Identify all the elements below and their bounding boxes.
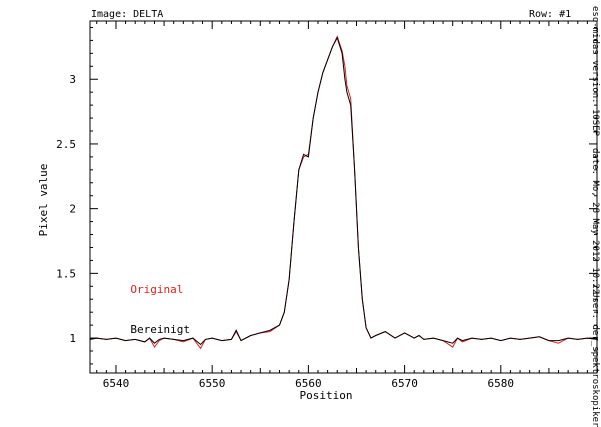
y-tick-label: 2.5 [56, 138, 76, 151]
plot-frame [89, 20, 598, 374]
x-tick-label: 6540 [103, 377, 130, 390]
x-tick-label: 6580 [488, 377, 515, 390]
y-axis-label: Pixel value [37, 164, 50, 237]
x-tick-label: 6560 [295, 377, 322, 390]
annotation-original: Original [130, 283, 183, 296]
spectrum-chart: 6540 6550 6560 6570 6580 1 1.5 2 2.5 3 Original B… [37, 20, 598, 402]
series-layer [89, 35, 598, 350]
x-tick-label: 6550 [199, 377, 226, 390]
series-line-bereinigt [89, 36, 598, 346]
annotation-layer: Original Bereinigt [130, 283, 190, 336]
y-axis-ticks: 1 1.5 2 2.5 3 [56, 26, 597, 365]
y-tick-label: 1.5 [56, 267, 76, 280]
series-line-original [89, 35, 598, 350]
date-text: date: Mo, 28 May 2012 10:22 [590, 148, 600, 295]
image-label: Image: DELTA [91, 9, 164, 20]
x-axis-label: Position [300, 389, 353, 402]
y-tick-label: 1 [69, 332, 76, 345]
row-label: Row: #1 [529, 9, 572, 20]
x-tick-label: 6570 [391, 377, 418, 390]
midas-version-text: eso-midas version: 10SEP [590, 6, 600, 137]
annotation-bereinigt: Bereinigt [130, 323, 190, 336]
y-tick-label: 2 [69, 203, 76, 216]
y-tick-label: 3 [69, 73, 76, 86]
x-axis-ticks: 6540 6550 6560 6570 6580 [96, 21, 598, 390]
user-text: User: der_spektroskopiker [590, 292, 600, 427]
